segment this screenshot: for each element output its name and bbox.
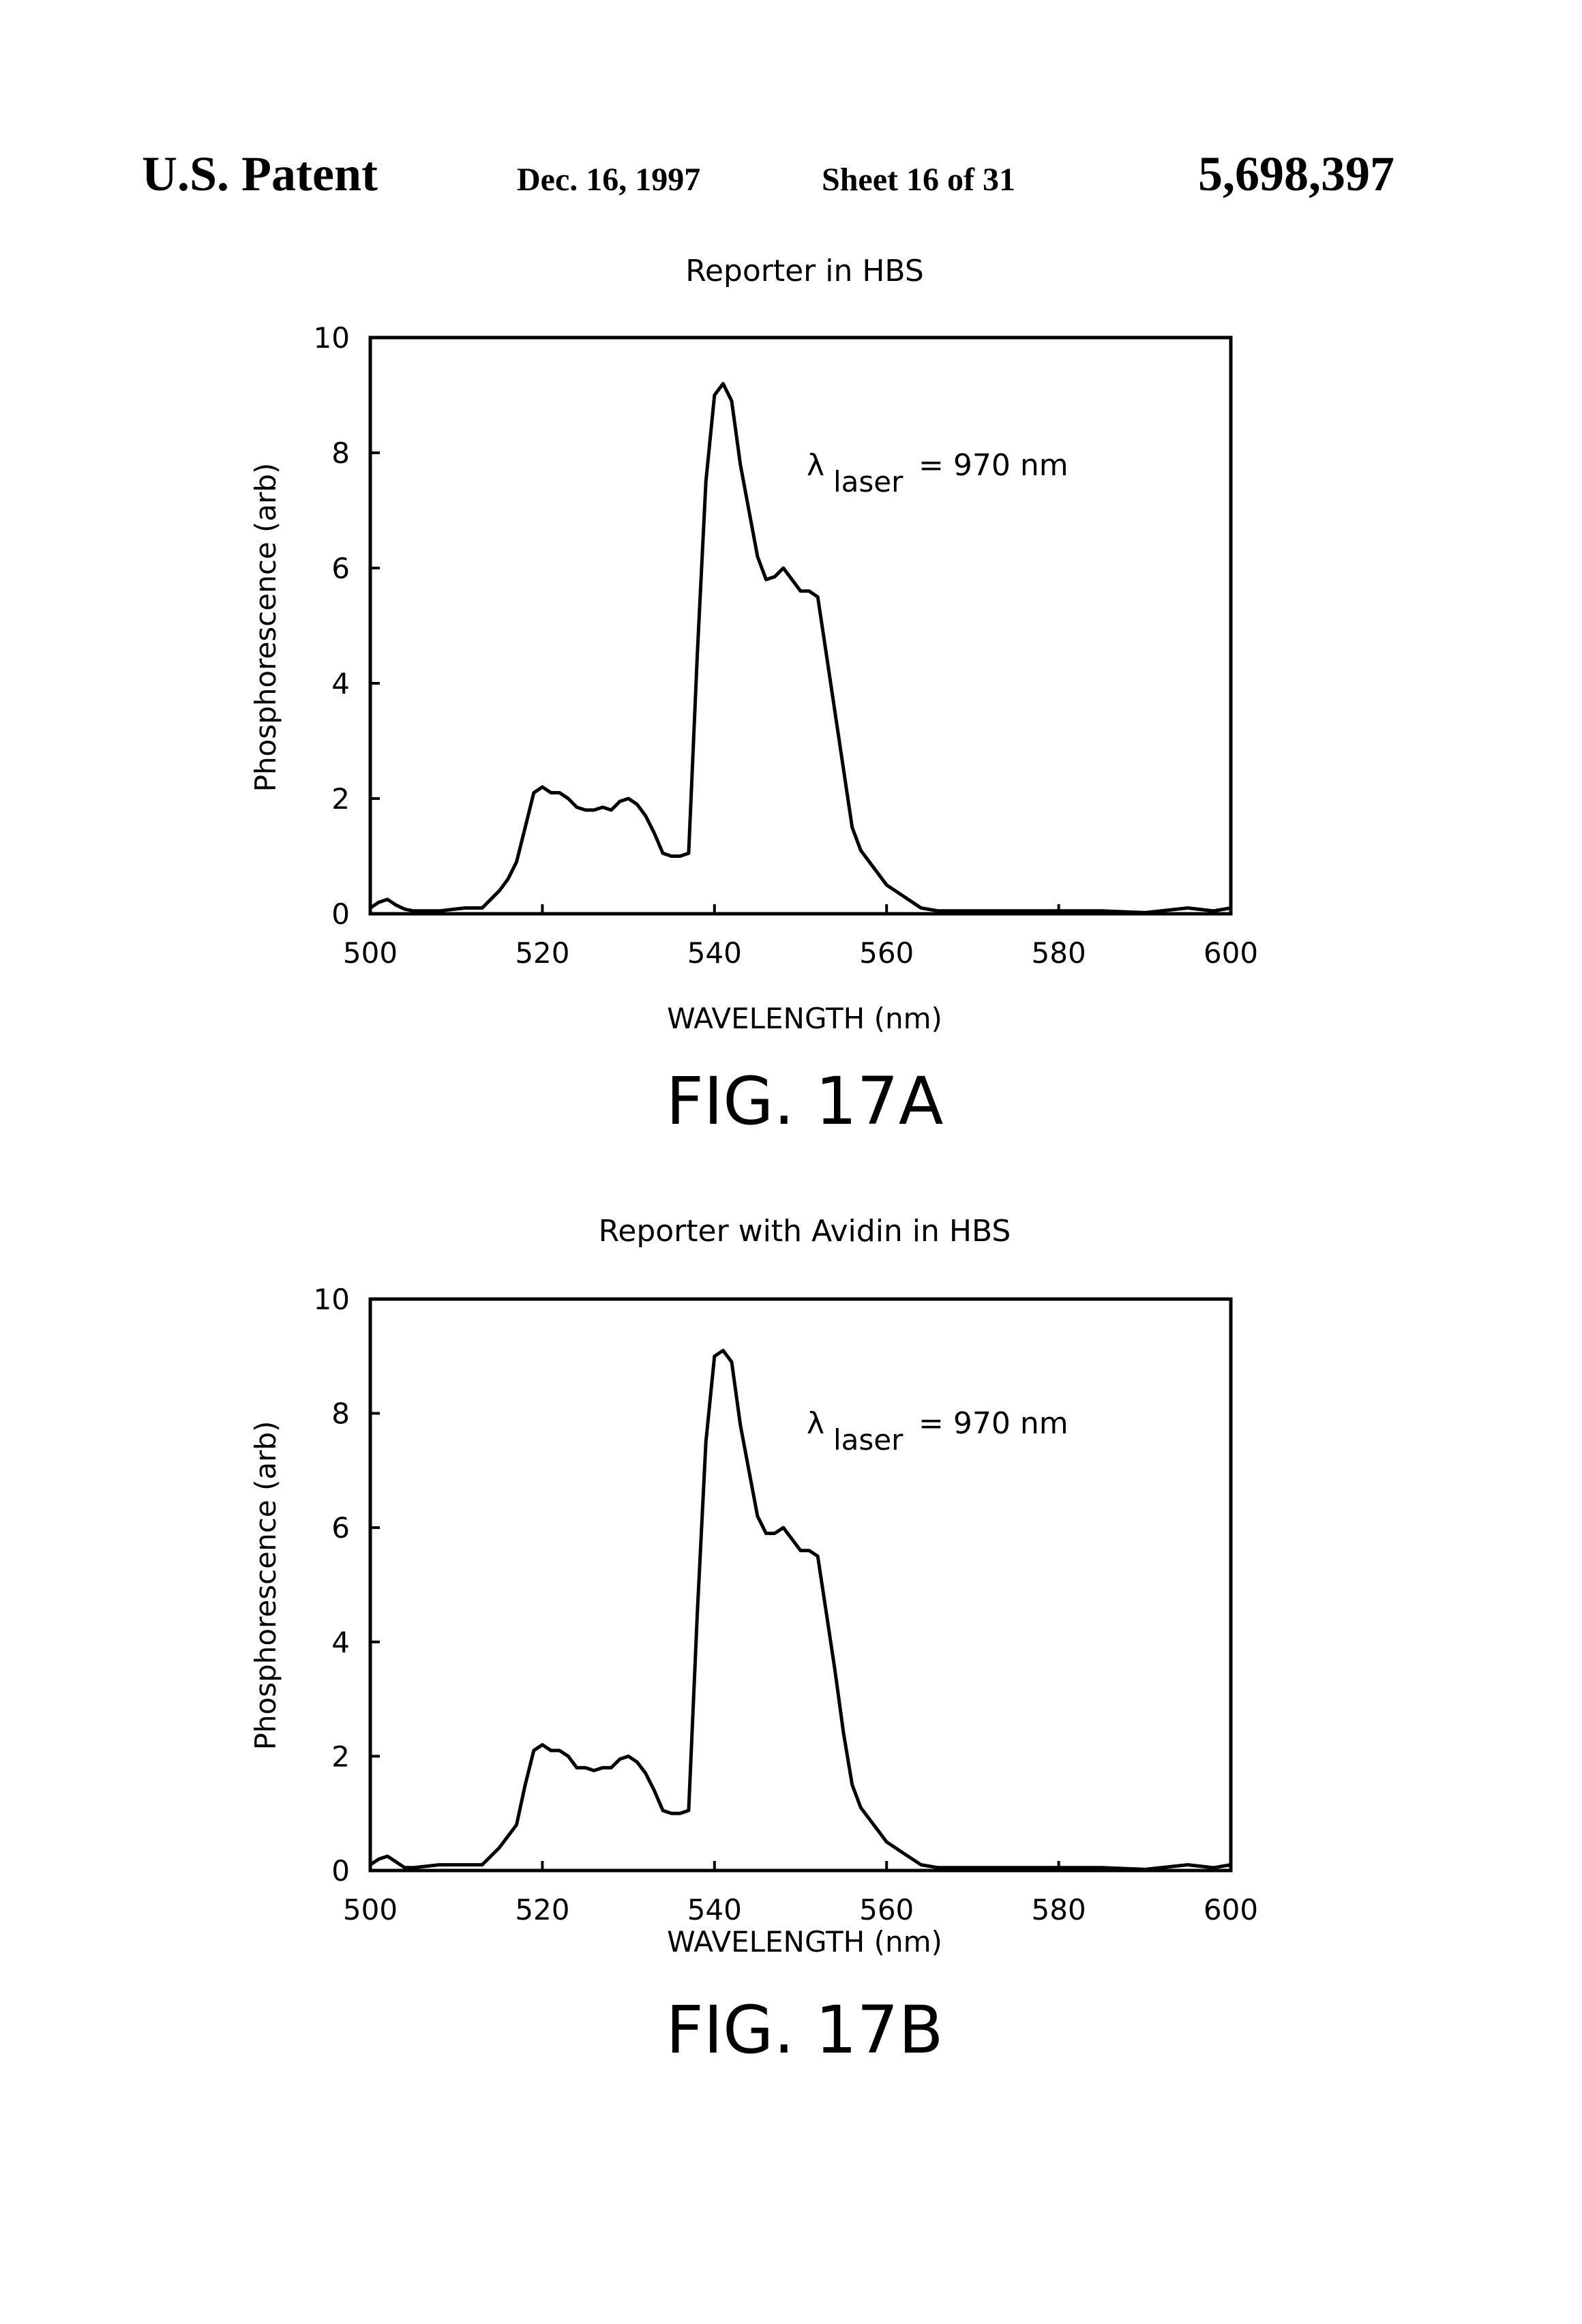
chart-title: Reporter with Avidin in HBS — [599, 1214, 1011, 1249]
laser-annotation: λ laser = 970 nm — [807, 1406, 1069, 1457]
x-tick-label: 600 — [1204, 1893, 1258, 1926]
x-axis-label: WAVELENGTH (nm) — [667, 1925, 942, 1958]
y-axis-label: Phosphorescence (arb) — [249, 1421, 282, 1751]
y-tick-labels: 0 2 4 6 8 10 — [314, 1283, 350, 1888]
y-tick-label: 8 — [331, 436, 350, 470]
plot-frame — [370, 338, 1231, 914]
x-tick-label: 580 — [1032, 1893, 1086, 1926]
x-tick-label: 500 — [343, 936, 398, 970]
y-tick-label: 10 — [314, 1283, 350, 1316]
laser-wavelength: = 970 nm — [919, 1406, 1069, 1441]
figure-label: FIG. 17A — [666, 1063, 944, 1139]
figure-17b-chart: Reporter with Avidin in HBS 0246810 5005… — [0, 1187, 1582, 2209]
x-tick-labels: 500 520 540 560 580 600 — [343, 936, 1258, 970]
x-tick-label: 600 — [1204, 936, 1258, 970]
lambda-symbol: λ — [807, 448, 824, 483]
y-tick-label: 4 — [331, 667, 350, 700]
sheet-number: Sheet 16 of 31 — [822, 161, 1015, 198]
lambda-subscript: laser — [833, 465, 904, 498]
chart-title: Reporter in HBS — [685, 254, 924, 288]
y-tick-label: 8 — [331, 1397, 350, 1431]
x-tick-label: 580 — [1032, 936, 1086, 970]
x-tick-label: 540 — [687, 936, 742, 970]
y-tick-label: 4 — [331, 1626, 350, 1659]
x-tick-label: 500 — [343, 1893, 398, 1926]
x-tick-label: 560 — [859, 936, 914, 970]
x-axis-label: WAVELENGTH (nm) — [667, 1002, 942, 1035]
phosphorescence-line — [370, 384, 1231, 913]
y-tick-label: 0 — [331, 1854, 350, 1888]
phosphorescence-line — [370, 1350, 1231, 1869]
y-tick-label: 10 — [314, 321, 350, 355]
laser-annotation: λ laser = 970 nm — [807, 448, 1069, 498]
x-tick-label: 520 — [515, 1893, 569, 1926]
y-tick-label: 2 — [331, 1740, 350, 1773]
patent-date: Dec. 16, 1997 — [517, 161, 700, 198]
lambda-subscript: laser — [833, 1423, 904, 1457]
patent-title: U.S. Patent — [142, 146, 378, 203]
x-tick-label: 560 — [859, 1893, 914, 1926]
figure-17a-chart: Reporter in HBS 0 2 4 6 8 10 500 520 540 560 580 6… — [0, 225, 1582, 1248]
y-axis-label: Phosphorescence (arb) — [249, 463, 282, 792]
y-tick-label: 2 — [331, 782, 350, 816]
patent-number: 5,698,397 — [1198, 146, 1394, 203]
x-tick-label: 540 — [687, 1893, 742, 1926]
y-tick-label: 6 — [331, 1511, 350, 1545]
tick-marks — [370, 338, 1231, 914]
plot-frame — [370, 1299, 1231, 1871]
tick-marks — [370, 1299, 1231, 1871]
x-tick-labels: 500 520 540 560 580 600 — [343, 1893, 1258, 1926]
y-tick-label: 0 — [331, 897, 350, 931]
y-tick-labels: 0 2 4 6 8 10 — [314, 321, 350, 931]
x-tick-label: 520 — [515, 936, 569, 970]
lambda-symbol: λ — [807, 1406, 824, 1441]
y-tick-label: 6 — [331, 552, 350, 585]
figure-label: FIG. 17B — [666, 1992, 944, 2068]
laser-wavelength: = 970 nm — [919, 448, 1069, 483]
